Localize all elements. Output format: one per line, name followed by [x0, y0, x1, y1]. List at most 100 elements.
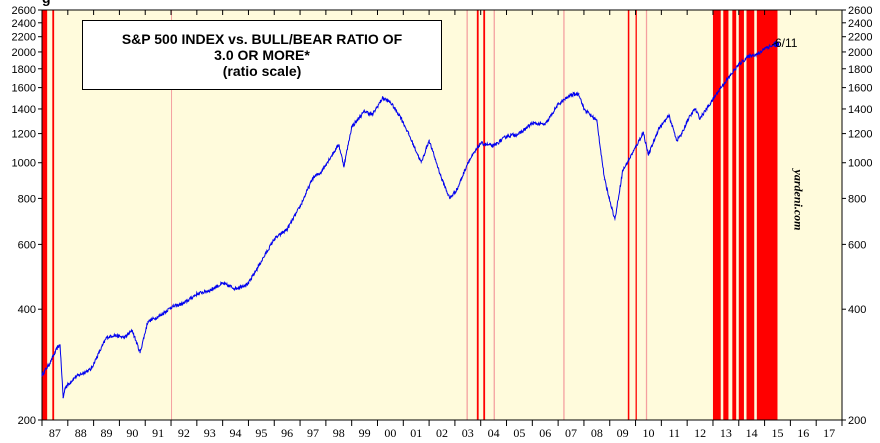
- data-point-39: [428, 139, 430, 142]
- data-point-66: [694, 108, 696, 110]
- data-point-25: [299, 205, 301, 208]
- data-point-6: [74, 376, 77, 378]
- data-point-52: [577, 92, 580, 95]
- data-point-36: [399, 116, 402, 118]
- data-point-7: [90, 368, 92, 370]
- x-tick-label-98: 98: [333, 426, 345, 440]
- bull-bear-period-1: [52, 10, 55, 420]
- y-tick-label-right-1400: 1400: [848, 104, 872, 116]
- x-tick-label-93: 93: [204, 426, 216, 440]
- data-point-62: [668, 115, 670, 117]
- y-tick-label-left-2600: 2600: [12, 5, 36, 17]
- data-point-17: [196, 293, 198, 295]
- y-tick-label-right-600: 600: [848, 239, 866, 251]
- data-point-35: [389, 101, 392, 104]
- x-tick-label-03: 03: [462, 426, 474, 440]
- x-tick-label-95: 95: [255, 426, 267, 440]
- data-point-51: [570, 93, 572, 96]
- data-point-71: [737, 63, 740, 66]
- data-point-42: [456, 187, 459, 190]
- bull-bear-period-9: [635, 10, 637, 420]
- data-point-55: [603, 178, 606, 181]
- x-tick-label-01: 01: [410, 426, 422, 440]
- data-point-61: [657, 127, 660, 130]
- data-point-48: [531, 122, 534, 125]
- x-tick-label-07: 07: [565, 426, 577, 440]
- data-point-0: [41, 374, 43, 376]
- x-tick-label-90: 90: [126, 426, 138, 440]
- bull-bear-period-16: [756, 10, 778, 420]
- data-point-38: [420, 161, 423, 164]
- chart-title: S&P 500 INDEX vs. BULL/BEAR RATIO OF 3.0…: [82, 20, 442, 90]
- y-tick-label-right-2000: 2000: [848, 47, 872, 59]
- data-point-22: [260, 260, 263, 263]
- y-tick-label-left-200: 200: [18, 415, 36, 427]
- data-point-64: [681, 132, 683, 135]
- data-point-74: [763, 47, 766, 49]
- data-point-30: [343, 165, 345, 167]
- x-tick-label-10: 10: [642, 426, 654, 440]
- data-point-59: [642, 131, 645, 134]
- bull-bear-period-0: [42, 10, 48, 420]
- data-point-44: [479, 142, 482, 144]
- data-point-29: [337, 143, 340, 146]
- bull-bear-period-14: [738, 10, 744, 420]
- y-tick-label-left-1800: 1800: [12, 64, 36, 76]
- last-date-label: 6/11: [775, 36, 798, 50]
- x-tick-label-99: 99: [359, 426, 371, 440]
- data-point-63: [676, 139, 678, 142]
- data-point-49: [544, 123, 547, 126]
- data-point-12: [139, 351, 141, 354]
- bull-bear-period-12: [723, 10, 729, 420]
- data-point-20: [234, 287, 237, 290]
- bull-bear-period-4: [476, 10, 479, 420]
- y-tick-label-right-800: 800: [848, 193, 866, 205]
- bull-bear-period-2: [171, 10, 173, 420]
- x-tick-label-17: 17: [823, 426, 835, 440]
- x-tick-label-16: 16: [797, 426, 809, 440]
- data-point-24: [286, 228, 288, 230]
- data-point-2: [56, 346, 59, 349]
- data-point-21: [247, 282, 250, 285]
- y-tick-label-right-400: 400: [848, 304, 866, 316]
- data-point-31: [350, 126, 353, 128]
- data-point-75: [771, 44, 774, 47]
- data-point-3: [59, 344, 61, 346]
- x-tick-label-88: 88: [75, 426, 87, 440]
- x-tick-label-09: 09: [617, 426, 629, 440]
- data-point-56: [614, 218, 616, 221]
- y-tick-label-right-1000: 1000: [848, 158, 872, 170]
- data-point-4: [62, 396, 64, 399]
- x-tick-label-00: 00: [384, 426, 396, 440]
- data-point-68: [709, 102, 712, 105]
- data-point-15: [170, 306, 172, 309]
- data-point-1: [48, 362, 51, 365]
- x-tick-label-94: 94: [230, 426, 242, 440]
- x-tick-label-02: 02: [436, 426, 448, 440]
- x-tick-label-06: 06: [539, 426, 551, 440]
- bull-bear-period-5: [483, 10, 486, 420]
- data-point-60: [647, 154, 650, 156]
- data-point-23: [273, 238, 276, 240]
- data-point-58: [634, 146, 637, 149]
- data-point-73: [758, 52, 761, 55]
- x-tick-label-11: 11: [668, 426, 680, 440]
- data-point-13: [147, 320, 149, 323]
- y-tick-label-right-2200: 2200: [848, 32, 872, 44]
- y-tick-label-right-2400: 2400: [848, 18, 872, 30]
- bull-bear-period-7: [563, 10, 565, 420]
- bull-bear-period-15: [746, 10, 755, 420]
- y-tick-label-left-2200: 2200: [12, 32, 36, 44]
- chart-title-line-3: (ratio scale): [222, 63, 302, 79]
- bull-bear-period-10: [645, 10, 648, 420]
- y-tick-label-left-400: 400: [18, 304, 36, 316]
- x-tick-label-04: 04: [488, 426, 500, 440]
- data-point-5: [64, 386, 67, 389]
- y-tick-label-left-1200: 1200: [12, 129, 36, 141]
- chart-title-line-2: 3.0 OR MORE*: [214, 47, 310, 63]
- x-tick-label-13: 13: [720, 426, 732, 440]
- bull-bear-period-6: [493, 10, 495, 420]
- x-tick-label-89: 89: [101, 426, 113, 440]
- x-tick-label-91: 91: [152, 426, 164, 440]
